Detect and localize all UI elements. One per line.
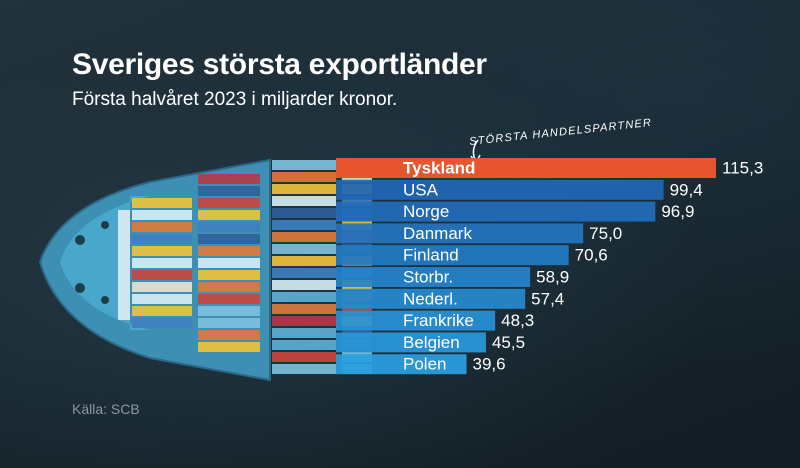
bow-structure bbox=[118, 210, 130, 320]
bar-category-label: Storbr. bbox=[403, 268, 453, 287]
container-box bbox=[198, 174, 260, 184]
bar-nederl- bbox=[336, 288, 526, 309]
container-box bbox=[198, 210, 260, 220]
container-box bbox=[272, 364, 336, 374]
container-box bbox=[272, 172, 336, 182]
container-box bbox=[272, 352, 336, 362]
container-box bbox=[132, 246, 192, 256]
container-box bbox=[198, 222, 260, 232]
container-box bbox=[198, 306, 260, 316]
container-box bbox=[132, 306, 192, 316]
container-box bbox=[198, 234, 260, 244]
container-box bbox=[198, 270, 260, 280]
container-box bbox=[198, 318, 260, 328]
bar-value-label: 75,0 bbox=[589, 224, 622, 243]
bar-category-label: Tyskland bbox=[403, 159, 475, 178]
container-box bbox=[342, 304, 372, 314]
winch-3 bbox=[101, 221, 109, 229]
container-box bbox=[272, 196, 336, 206]
container-box bbox=[342, 196, 372, 206]
container-box bbox=[132, 210, 192, 220]
container-box bbox=[272, 208, 336, 218]
bar-category-label: Finland bbox=[403, 246, 459, 265]
container-box bbox=[198, 294, 260, 304]
bar-storbr- bbox=[336, 267, 531, 287]
container-box bbox=[272, 244, 336, 254]
bar-tyskland bbox=[336, 158, 716, 178]
container-box bbox=[272, 220, 336, 230]
bar-value-label: 45,5 bbox=[492, 333, 525, 352]
container-box bbox=[198, 198, 260, 208]
container-box bbox=[272, 232, 336, 242]
container-box bbox=[272, 256, 336, 266]
container-box bbox=[272, 292, 336, 302]
container-box bbox=[272, 340, 336, 350]
bar-value-label: 58,9 bbox=[536, 268, 569, 287]
container-box bbox=[198, 330, 260, 340]
winch-2 bbox=[75, 283, 85, 293]
bar-value-label: 39,6 bbox=[473, 355, 506, 374]
container-box bbox=[132, 258, 192, 268]
container-box bbox=[272, 280, 336, 290]
bars-group: Tyskland 115,3 USA 99,4 Norge 96,9 Danmark 75,0… bbox=[336, 158, 763, 375]
container-box bbox=[272, 160, 336, 170]
container-box bbox=[132, 270, 192, 280]
bar-category-label: USA bbox=[403, 180, 439, 199]
container-box bbox=[272, 316, 336, 326]
container-box bbox=[132, 294, 192, 304]
winch-1 bbox=[75, 235, 85, 245]
container-box bbox=[198, 246, 260, 256]
container-box bbox=[272, 268, 336, 278]
container-box bbox=[132, 282, 192, 292]
bar-value-label: 48,3 bbox=[501, 311, 534, 330]
bar-value-label: 57,4 bbox=[531, 289, 564, 308]
container-box bbox=[198, 186, 260, 196]
winch-4 bbox=[101, 296, 109, 304]
bar-category-label: Norge bbox=[403, 202, 449, 221]
container-box bbox=[132, 222, 192, 232]
source-note: Källa: SCB bbox=[72, 401, 140, 417]
bar-finland bbox=[336, 245, 569, 266]
bar-danmark bbox=[336, 223, 584, 244]
chart-subtitle: Första halvåret 2023 i miljarder kronor. bbox=[72, 89, 398, 110]
bar-norge bbox=[336, 201, 656, 222]
bar-value-label: 99,4 bbox=[670, 180, 703, 199]
bar-polen bbox=[336, 354, 467, 375]
bar-category-label: Polen bbox=[403, 355, 446, 374]
bar-belgien bbox=[336, 332, 486, 353]
bar-value-label: 70,6 bbox=[575, 246, 608, 265]
bar-category-label: Belgien bbox=[403, 333, 460, 352]
bar-category-label: Nederl. bbox=[403, 289, 458, 308]
container-box bbox=[198, 342, 260, 352]
container-box bbox=[272, 328, 336, 338]
container-box bbox=[132, 318, 192, 328]
bar-frankrike bbox=[336, 310, 496, 331]
bar-usa bbox=[336, 179, 664, 200]
container-box bbox=[198, 258, 260, 268]
chart-title: Sveriges största exportländer bbox=[72, 48, 487, 81]
container-box bbox=[198, 282, 260, 292]
bar-category-label: Danmark bbox=[403, 224, 472, 243]
bar-value-label: 115,3 bbox=[722, 159, 763, 178]
container-box bbox=[132, 198, 192, 208]
bar-value-label: 96,9 bbox=[661, 202, 694, 221]
container-box bbox=[272, 304, 336, 314]
bar-category-label: Frankrike bbox=[403, 311, 474, 330]
container-box bbox=[132, 234, 192, 244]
container-box bbox=[272, 184, 336, 194]
